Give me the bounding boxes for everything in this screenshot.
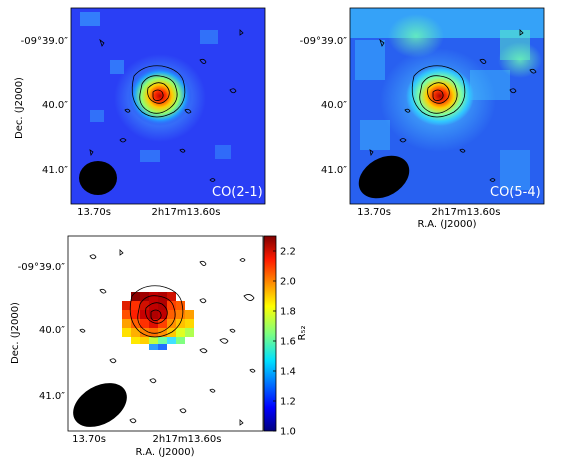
co21-ytick-1: 40.0″ [42, 100, 68, 111]
colorbar-tick-label: 1.6 [280, 337, 296, 348]
panel-co21: CO(2-1) -09°39.0″ 40.0″ 41.0″ 13.70s 2h1… [14, 7, 266, 218]
ratio-xlabel: R.A. (J2000) [136, 447, 195, 458]
colorbar-tick-label: 1.0 [280, 427, 296, 438]
co21-contours [89, 29, 244, 182]
colorbar-tick-label: 1.2 [280, 397, 296, 408]
co54-xtick-0: 13.70s [357, 207, 391, 218]
colorbar-label: R₅₂ [297, 326, 308, 341]
co21-ytick-2: 41.0″ [42, 165, 68, 176]
panel-co54: CO(5-4) -09°39.0″ 40.0″ 41.0″ 13.70s 2h1… [300, 7, 545, 230]
co54-ytick-1: 40.0″ [321, 100, 347, 111]
co21-ylabel: Dec. (J2000) [14, 77, 25, 139]
ratio-ytick-2: 41.0″ [39, 391, 65, 402]
ratio-pixel-grid [122, 292, 194, 350]
colorbar-tick-label: 1.4 [280, 367, 296, 378]
ratio-contours [79, 249, 256, 426]
colorbar-tick-label: 2.0 [280, 277, 296, 288]
co54-emission-peak [406, 66, 474, 126]
co54-contours [369, 29, 537, 182]
co54-ytick-2: 41.0″ [321, 165, 347, 176]
co21-ytick-0: -09°39.0″ [21, 36, 69, 47]
co21-line-label: CO(2-1) [212, 185, 263, 200]
ratio-xtick-0: 13.70s [72, 434, 106, 445]
co21-beam [79, 161, 117, 195]
co54-xtick-1: 2h17m13.60s [431, 207, 500, 218]
ratio-ytick-0: -09°39.0″ [18, 262, 66, 273]
ratio-xtick-1: 2h17m13.60s [152, 434, 221, 445]
co21-xtick-0: 13.70s [77, 207, 111, 218]
colorbar: 2.2 2.0 1.8 1.6 1.4 1.2 1.0 R₅₂ [263, 235, 308, 438]
colorbar-gradient [263, 235, 277, 432]
co54-ytick-0: -09°39.0″ [300, 36, 348, 47]
panel-ratio: -09°39.0″ 40.0″ 41.0″ 13.70s 2h17m13.60s… [10, 235, 264, 458]
colorbar-tick-label: 1.8 [280, 307, 296, 318]
co54-line-label: CO(5-4) [490, 185, 541, 200]
co21-xtick-1: 2h17m13.60s [151, 207, 220, 218]
ratio-ytick-1: 40.0″ [39, 325, 65, 336]
ratio-beam [73, 383, 127, 427]
colorbar-tick-label: 2.2 [280, 247, 296, 258]
ratio-ylabel: Dec. (J2000) [10, 302, 21, 364]
co54-xlabel: R.A. (J2000) [418, 219, 477, 230]
co54-beam [358, 155, 410, 199]
